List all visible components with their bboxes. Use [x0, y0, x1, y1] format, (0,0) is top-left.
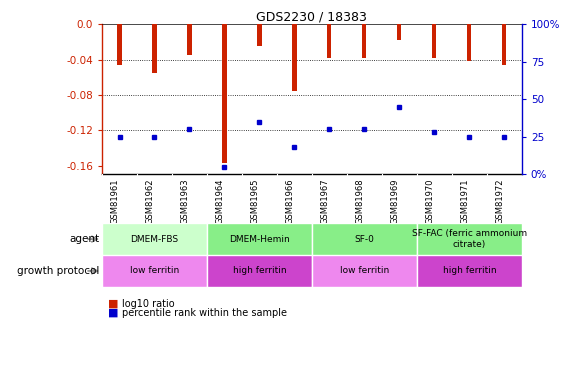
- Text: GSM81962: GSM81962: [146, 178, 154, 224]
- Text: GSM81969: GSM81969: [391, 178, 399, 224]
- Text: GSM81972: GSM81972: [496, 178, 504, 224]
- Bar: [417, 255, 522, 287]
- Bar: [312, 255, 417, 287]
- Text: low ferritin: low ferritin: [130, 266, 179, 275]
- Bar: [207, 255, 312, 287]
- Title: GDS2230 / 18383: GDS2230 / 18383: [257, 10, 367, 23]
- Bar: [327, 24, 332, 58]
- Bar: [417, 223, 522, 255]
- Text: GSM81966: GSM81966: [286, 178, 294, 224]
- Bar: [502, 24, 507, 65]
- Bar: [467, 24, 472, 62]
- Bar: [207, 223, 312, 255]
- Bar: [152, 24, 157, 73]
- Text: GSM81964: GSM81964: [216, 178, 224, 224]
- Text: GSM81971: GSM81971: [461, 178, 469, 224]
- Text: low ferritin: low ferritin: [340, 266, 389, 275]
- Text: GSM81961: GSM81961: [111, 178, 120, 224]
- Text: DMEM-Hemin: DMEM-Hemin: [229, 235, 290, 244]
- Bar: [312, 223, 417, 255]
- Bar: [362, 24, 367, 58]
- Text: ■: ■: [108, 308, 118, 318]
- Text: GSM81968: GSM81968: [356, 178, 364, 224]
- Text: DMEM-FBS: DMEM-FBS: [131, 235, 178, 244]
- Text: log10 ratio: log10 ratio: [122, 299, 175, 309]
- Bar: [397, 24, 402, 40]
- Bar: [432, 24, 437, 58]
- Text: growth protocol: growth protocol: [17, 266, 99, 276]
- Text: GSM81970: GSM81970: [426, 178, 434, 224]
- Text: SF-0: SF-0: [354, 235, 374, 244]
- Bar: [292, 24, 297, 90]
- Text: GSM81967: GSM81967: [321, 178, 329, 224]
- Text: high ferritin: high ferritin: [233, 266, 286, 275]
- Text: SF-FAC (ferric ammonium
citrate): SF-FAC (ferric ammonium citrate): [412, 230, 527, 249]
- Bar: [187, 24, 192, 55]
- Text: high ferritin: high ferritin: [442, 266, 496, 275]
- Text: agent: agent: [69, 234, 99, 244]
- Bar: [102, 223, 207, 255]
- Text: GSM81963: GSM81963: [181, 178, 189, 224]
- Text: GSM81965: GSM81965: [251, 178, 259, 224]
- Bar: [117, 24, 122, 65]
- Bar: [222, 24, 227, 163]
- Bar: [257, 24, 262, 46]
- Bar: [102, 255, 207, 287]
- Text: ■: ■: [108, 299, 118, 309]
- Text: percentile rank within the sample: percentile rank within the sample: [122, 308, 287, 318]
